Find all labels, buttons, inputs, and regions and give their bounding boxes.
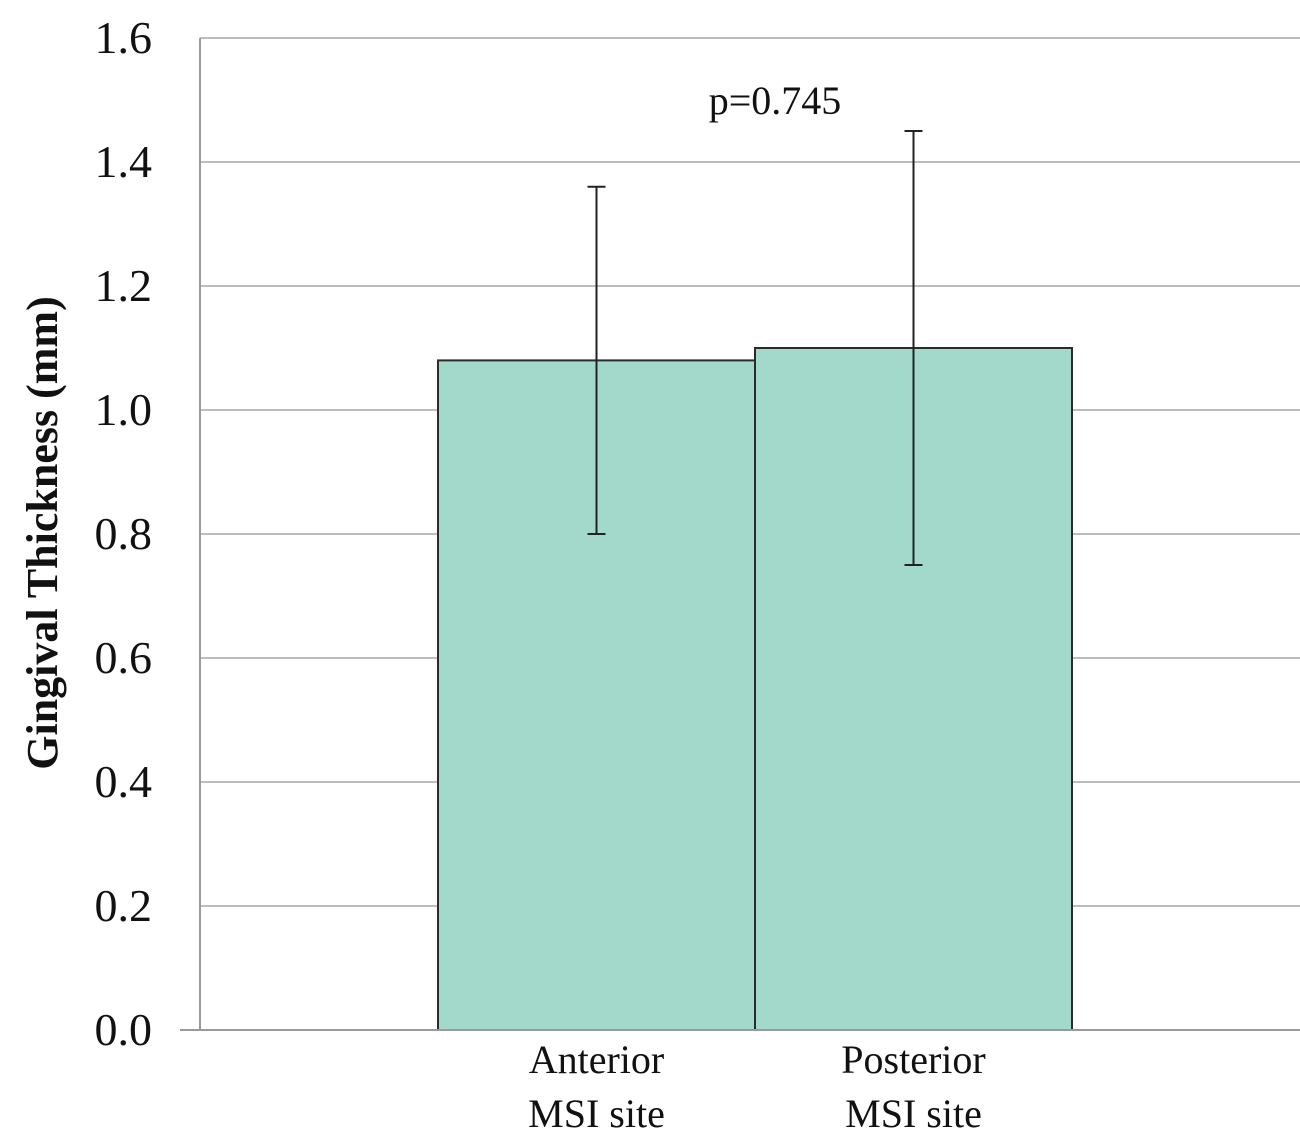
- y-tick-labels: 0.0 0.2 0.4 0.6 0.8 1.0 1.2 1.4 1.6: [95, 12, 153, 1055]
- y-tick-label: 0.6: [95, 632, 153, 683]
- bars: [437, 347, 1073, 1031]
- x-category-label: Posterior: [841, 1037, 985, 1082]
- axes: [180, 38, 1300, 1031]
- y-axis-label: Gingival Thickness (mm): [18, 296, 67, 769]
- error-bars: [587, 130, 923, 566]
- y-tick-label: 1.6: [95, 12, 153, 63]
- y-tick-label: 1.0: [95, 384, 153, 435]
- x-category-label: MSI site: [528, 1091, 665, 1132]
- x-category-label: Anterior: [529, 1037, 665, 1082]
- x-category-label: MSI site: [845, 1091, 982, 1132]
- y-tick-label: 0.4: [95, 756, 153, 807]
- x-category-labels: Anterior MSI site Posterior MSI site: [528, 1037, 986, 1132]
- y-tick-label: 0.0: [95, 1004, 153, 1055]
- p-value-annotation: p=0.745: [709, 78, 842, 123]
- y-tick-label: 1.2: [95, 260, 153, 311]
- y-tick-label: 0.2: [95, 880, 153, 931]
- y-tick-label: 1.4: [95, 136, 153, 187]
- y-tick-label: 0.8: [95, 508, 153, 559]
